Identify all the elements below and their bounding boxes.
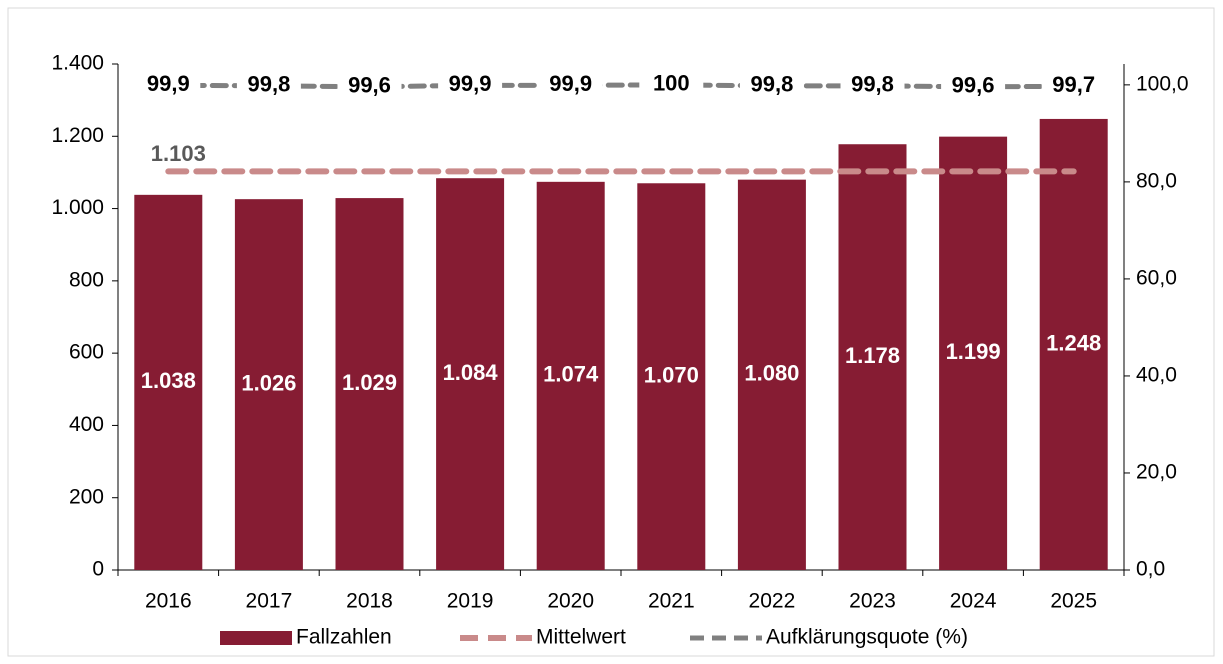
line-value-label: 100: [653, 71, 690, 96]
x-tick-label: 2022: [749, 590, 796, 613]
line-value-label: 99,8: [247, 72, 290, 97]
line: [165, 82, 1077, 90]
line-value-label: 99,9: [449, 71, 492, 96]
y-tick-label: 400: [69, 413, 104, 436]
bar: [637, 183, 706, 570]
bar: [436, 178, 505, 570]
x-tick-label: 2019: [447, 590, 494, 613]
label-bg: [236, 71, 301, 100]
bar: [1039, 118, 1108, 571]
bar-value-label: 1.084: [443, 360, 499, 385]
label-bg: [941, 72, 1006, 101]
bar: [838, 144, 907, 571]
label-bg: [136, 71, 201, 100]
line-value-label: 99,6: [348, 73, 391, 98]
x-tick-label: 2024: [950, 590, 997, 613]
bar-value-label: 1.026: [241, 370, 296, 395]
bar: [737, 179, 806, 570]
x-tick-label: 2023: [849, 590, 896, 613]
line-value-label: 1.103: [151, 141, 206, 166]
label-bg: [538, 71, 603, 100]
x-tick-label: 2021: [648, 590, 695, 613]
bar-value-label: 1.038: [141, 368, 196, 393]
bar-value-label: 1.178: [845, 343, 900, 368]
bar: [536, 181, 605, 570]
line-value-label: 99,8: [851, 72, 894, 97]
y-tick-label: 800: [69, 268, 104, 291]
bar: [234, 199, 303, 570]
y2-tick-label: 20,0: [1136, 461, 1177, 484]
legend-swatch: [220, 631, 292, 645]
x-tick-label: 2018: [346, 590, 393, 613]
label-bg: [639, 70, 704, 99]
legend-label: Fallzahlen: [296, 626, 392, 649]
y-tick-label: 600: [69, 341, 104, 364]
label-bg: [337, 72, 402, 101]
chart-frame: [7, 7, 1215, 657]
y-tick-label: 200: [69, 485, 104, 508]
line-value-label: 99,8: [750, 72, 793, 97]
legend-label: Aufklärungsquote (%): [766, 626, 968, 649]
bar-value-label: 1.074: [543, 362, 599, 387]
bar-value-label: 1.199: [946, 339, 1001, 364]
y-tick-label: 1.200: [51, 124, 104, 147]
bar-value-label: 1.248: [1046, 330, 1101, 355]
y2-tick-label: 80,0: [1136, 169, 1177, 192]
y2-tick-label: 0,0: [1136, 558, 1165, 581]
bar-value-label: 1.070: [644, 362, 699, 387]
line-value-label: 99,9: [549, 71, 592, 96]
line-value-label: 99,9: [147, 71, 190, 96]
line-value-label: 99,7: [1052, 72, 1095, 97]
x-tick-label: 2020: [547, 590, 594, 613]
y2-tick-label: 100,0: [1136, 72, 1189, 95]
bar: [134, 194, 203, 570]
y-tick-label: 1.400: [51, 52, 104, 75]
line-value-label: 99,6: [952, 73, 995, 98]
bar: [939, 136, 1008, 570]
bar: [335, 198, 404, 570]
legend-label: Mittelwert: [536, 626, 626, 649]
label-bg: [739, 71, 804, 100]
label-bg: [840, 71, 905, 100]
bar-value-label: 1.080: [744, 361, 799, 386]
x-tick-label: 2016: [145, 590, 192, 613]
y-tick-label: 1.000: [51, 196, 104, 219]
label-bg: [1041, 72, 1106, 101]
label-bg: [438, 71, 503, 100]
y2-tick-label: 40,0: [1136, 363, 1177, 386]
x-tick-label: 2017: [246, 590, 293, 613]
x-tick-label: 2025: [1050, 590, 1097, 613]
bar-value-label: 1.029: [342, 370, 397, 395]
y-tick-label: 0: [92, 558, 104, 581]
y2-tick-label: 60,0: [1136, 266, 1177, 289]
